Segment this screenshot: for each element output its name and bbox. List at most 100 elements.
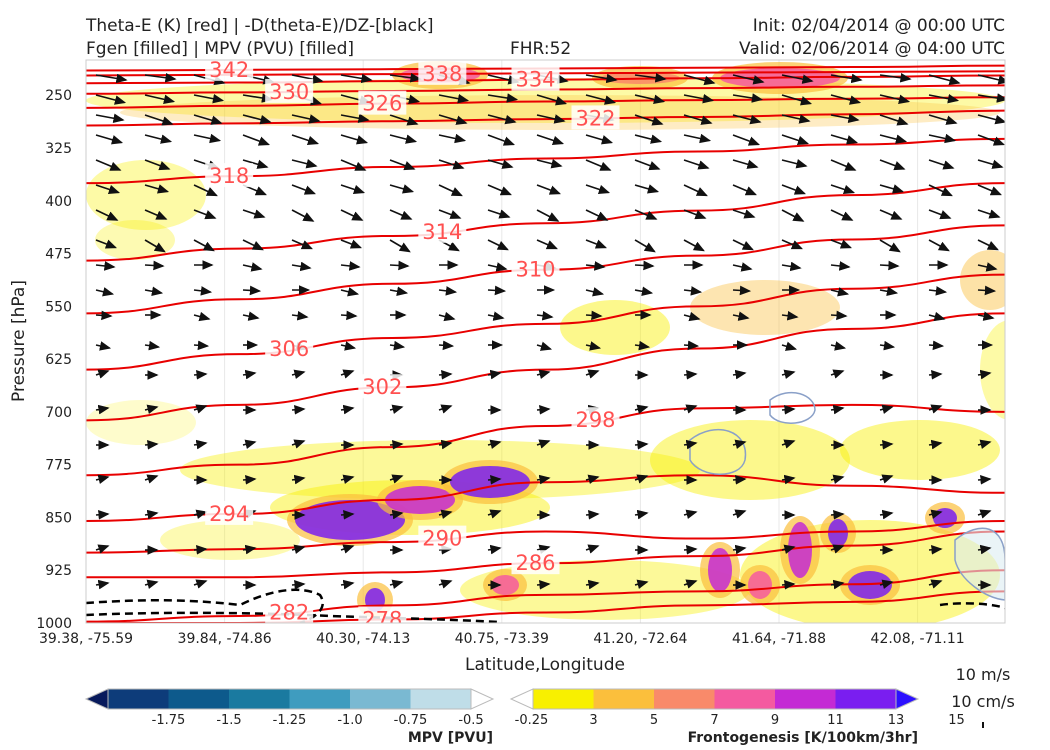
wind-arrow — [242, 311, 260, 321]
wind-arrow — [291, 580, 306, 590]
wind-vectors — [95, 72, 1005, 590]
wind-arrow — [242, 285, 262, 296]
wind-arrow — [193, 579, 208, 589]
wind-arrow — [340, 579, 355, 590]
fgen-region — [840, 420, 1000, 480]
theta-e-contour-line — [86, 312, 1005, 422]
wind-arrow — [585, 184, 611, 195]
wind-arrow — [193, 370, 208, 380]
contour-label-bg — [511, 550, 560, 575]
wind-arrow — [389, 239, 411, 253]
wind-arrow — [389, 159, 416, 171]
wind-arrow — [683, 93, 715, 104]
init-time: Init: 02/04/2014 @ 00:00 UTC — [753, 16, 1005, 36]
fgen-core — [788, 522, 812, 578]
theta-e-contour-label: 342 — [209, 58, 249, 82]
wind-arrow — [830, 544, 845, 554]
colorbar-tick-label: 5 — [650, 713, 658, 728]
wind-arrow — [291, 74, 324, 84]
wind-arrow — [95, 73, 128, 84]
x-tick-label: 40.75, -73.39 — [455, 631, 549, 647]
fgen-region — [650, 420, 850, 500]
wind-arrow — [487, 93, 519, 103]
mpv-colorbar: -1.75 -1.5 -1.25 -1.0 -0.75 -0.5 -0.25 — [84, 688, 548, 728]
wind-arrow — [683, 133, 712, 144]
wind-arrow — [732, 74, 765, 85]
colorbar-tick-label: -1.5 — [216, 713, 241, 728]
wind-arrow — [95, 239, 117, 249]
wind-arrow — [928, 509, 943, 519]
fgen-core — [708, 548, 732, 592]
wind-arrow — [781, 369, 796, 379]
wind-arrow — [781, 114, 811, 124]
wind-arrow — [487, 209, 511, 219]
wind-arrow — [487, 369, 502, 380]
contour-label-bg — [265, 335, 314, 360]
y-tick-label: 625 — [45, 352, 72, 368]
wind-arrow — [340, 369, 355, 379]
wind-arrow — [193, 509, 208, 519]
wind-arrow — [340, 474, 355, 484]
wind-arrow — [977, 475, 992, 485]
wind-arrow — [95, 287, 115, 297]
theta-e-contour-line — [86, 590, 1005, 623]
contour-label-bg — [571, 407, 620, 432]
wind-arrow — [193, 340, 210, 351]
wind-arrow — [781, 439, 796, 449]
wind-arrow — [193, 545, 208, 555]
wind-arrow — [536, 159, 563, 169]
wind-arrow — [536, 134, 565, 146]
theta-e-contour-line — [86, 519, 1005, 554]
wind-arrow — [830, 579, 845, 590]
wind-arrow — [732, 369, 747, 380]
colorbar-swatch — [350, 689, 411, 709]
wind-arrow — [536, 209, 560, 222]
wind-arrow — [585, 209, 609, 221]
wind-arrow — [879, 239, 901, 253]
wind-arrow — [487, 544, 502, 555]
wind-arrow — [781, 184, 806, 195]
wind-arrow — [389, 579, 404, 589]
theta-e-contour-label: 318 — [209, 164, 249, 188]
wind-arrow — [438, 311, 456, 322]
wind-arrow — [732, 209, 756, 219]
wind-arrow — [193, 239, 215, 252]
wind-arrow — [242, 475, 257, 485]
wind-arrow — [830, 184, 856, 195]
wind-arrow — [781, 580, 796, 590]
colorbar-tick-label: -0.75 — [394, 713, 428, 728]
wind-arrow — [487, 114, 517, 125]
wind-arrow — [928, 159, 955, 170]
y-tick-label: 700 — [45, 405, 72, 421]
wind-arrow — [242, 239, 264, 251]
colorbar-swatch — [593, 689, 655, 709]
wind-arrow — [487, 262, 508, 272]
wind-arrow — [340, 287, 360, 297]
wind-arrow — [830, 159, 857, 171]
colorbar-tick-label: -1.25 — [273, 713, 307, 728]
wind-arrow — [144, 286, 164, 297]
wind-arrow — [144, 209, 168, 220]
wind-arrow — [781, 341, 798, 351]
wind-arrow — [389, 509, 404, 520]
colorbar-tick-label: 3 — [589, 713, 597, 728]
theta-e-contour-label: 290 — [422, 527, 462, 551]
wind-arrow — [977, 159, 1004, 169]
fgen-region — [180, 440, 700, 500]
wind-arrow — [879, 94, 911, 105]
wind-arrow — [438, 159, 465, 170]
y-tick-label: 925 — [45, 563, 72, 579]
wind-arrow — [879, 286, 899, 297]
wind-arrow — [977, 239, 999, 251]
wind-arrow — [928, 209, 952, 220]
colorbar-tick-label: 13 — [888, 713, 905, 728]
wind-arrow — [193, 311, 211, 322]
wind-arrow — [683, 509, 698, 519]
contour-label-bg — [418, 525, 467, 550]
colorbar-border — [107, 688, 472, 710]
wind-arrow — [291, 239, 313, 250]
colorbar-swatch — [229, 689, 290, 709]
wind-arrow — [95, 369, 110, 379]
wind-arrow — [340, 73, 373, 84]
stability-contour-dashed-2 — [86, 611, 501, 623]
